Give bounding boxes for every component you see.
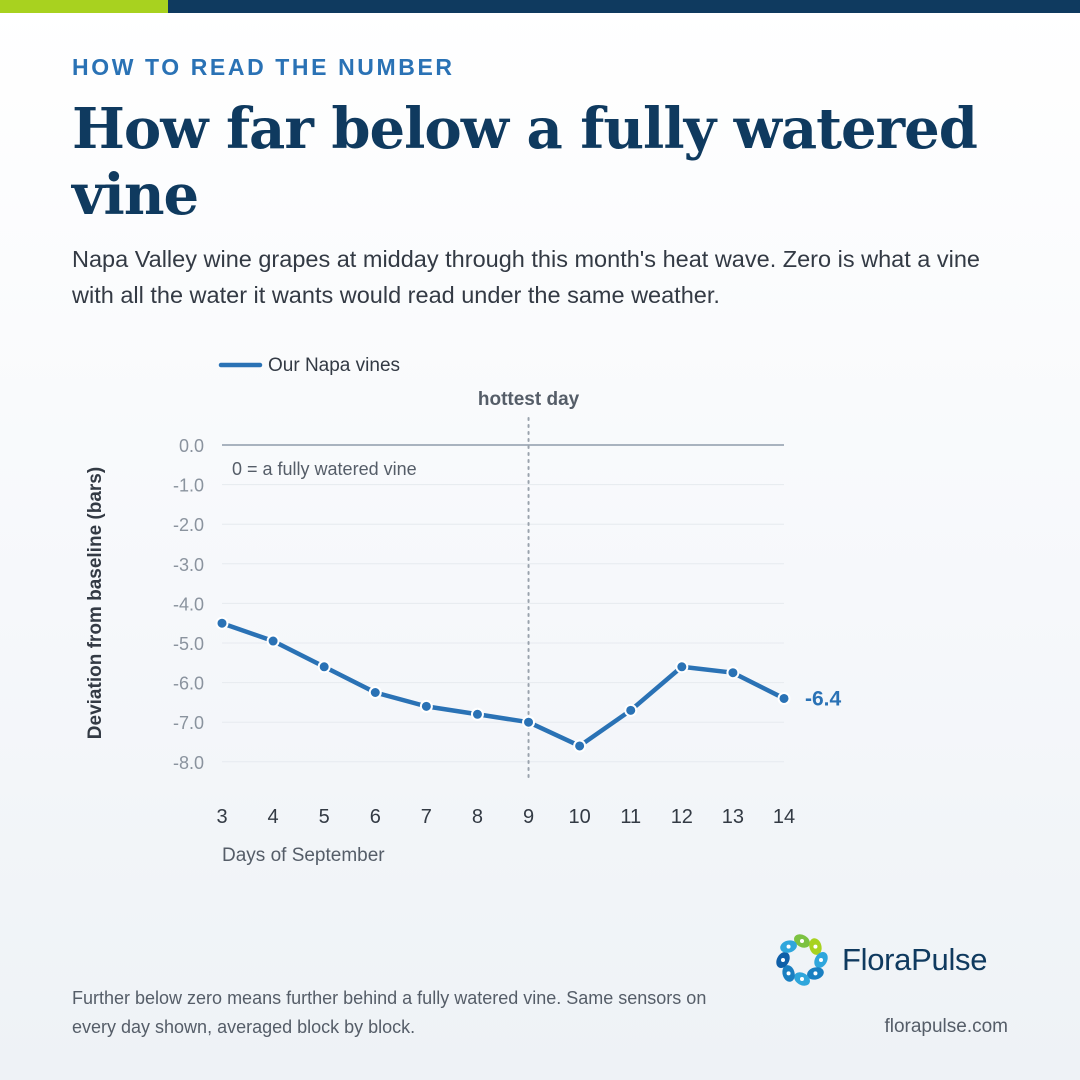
eyebrow: HOW TO READ THE NUMBER bbox=[72, 54, 455, 80]
y-tick-label: -5.0 bbox=[173, 634, 204, 654]
logo-petal-dot bbox=[786, 971, 791, 976]
data-point bbox=[522, 715, 536, 729]
x-tick-label: 5 bbox=[319, 806, 330, 828]
x-tick-label: 3 bbox=[216, 806, 227, 828]
y-tick-label: -2.0 bbox=[173, 515, 204, 535]
x-tick-label: 7 bbox=[421, 806, 432, 828]
y-tick-labels: 0.0 -1.0 -2.0 -3.0 -4.0 -5.0 -6.0 -7.0 -8.0 bbox=[173, 436, 204, 773]
series-napa-vines bbox=[215, 616, 791, 753]
data-point bbox=[726, 666, 740, 680]
x-axis-title: Days of September bbox=[222, 845, 385, 866]
florapulse-logo-icon bbox=[776, 934, 828, 986]
series-line bbox=[219, 620, 787, 749]
subhead: Napa Valley wine grapes at midday throug… bbox=[72, 246, 980, 308]
logo-petal-dot bbox=[786, 944, 791, 949]
chart-legend: Our Napa vines bbox=[218, 355, 400, 376]
y-tick-label: -7.0 bbox=[173, 713, 204, 733]
footnote: Further below zero means further behind … bbox=[72, 988, 707, 1037]
x-tick-label: 10 bbox=[569, 806, 591, 828]
data-point bbox=[777, 691, 791, 705]
logo-petal-dot bbox=[800, 977, 804, 981]
data-point bbox=[675, 660, 689, 674]
logo-petal-dot bbox=[800, 939, 804, 943]
x-tick-label: 4 bbox=[268, 806, 279, 828]
y-tick-label: -1.0 bbox=[173, 476, 204, 496]
data-point bbox=[215, 616, 229, 630]
x-tick-label: 9 bbox=[523, 806, 534, 828]
x-tick-label: 14 bbox=[773, 806, 795, 828]
legend-label: Our Napa vines bbox=[268, 355, 400, 376]
hottest-day-label: hottest day bbox=[478, 389, 580, 410]
data-point bbox=[266, 634, 280, 648]
page-title: How far below a fully watered vine bbox=[72, 96, 978, 228]
x-tick-label: 6 bbox=[370, 806, 381, 828]
logo-petal-dot bbox=[813, 971, 818, 976]
top-bar-accent bbox=[0, 0, 168, 13]
florapulse-logo: FloraPulse bbox=[772, 930, 987, 990]
top-bar-main bbox=[168, 0, 1080, 13]
y-tick-label: -8.0 bbox=[173, 753, 204, 773]
y-axis-title: Deviation from baseline (bars) bbox=[85, 467, 106, 739]
y-tick-label: 0.0 bbox=[179, 436, 204, 456]
end-value-label: -6.4 bbox=[805, 687, 842, 710]
y-tick-label: -3.0 bbox=[173, 555, 204, 575]
logo-petal-dot bbox=[781, 958, 785, 962]
x-tick-labels: 3 4 5 6 7 8 9 10 11 12 13 14 bbox=[216, 806, 795, 828]
top-color-bar bbox=[0, 0, 1080, 13]
logo-petal-dot bbox=[813, 944, 818, 949]
brand-name: FloraPulse bbox=[842, 942, 988, 977]
data-point bbox=[419, 699, 433, 713]
y-tick-label: -6.0 bbox=[173, 674, 204, 694]
data-point bbox=[317, 660, 331, 674]
data-point bbox=[470, 707, 484, 721]
data-point bbox=[624, 703, 638, 717]
site-url: florapulse.com bbox=[884, 1016, 1008, 1037]
data-point bbox=[368, 686, 382, 699]
x-tick-label: 12 bbox=[671, 806, 693, 828]
y-tick-label: -4.0 bbox=[173, 594, 204, 614]
x-tick-label: 8 bbox=[472, 806, 483, 828]
x-tick-label: 13 bbox=[722, 806, 744, 828]
baseline-label: 0 = a fully watered vine bbox=[232, 459, 417, 479]
logo-petal-dot bbox=[819, 958, 823, 962]
data-point bbox=[573, 739, 587, 753]
x-tick-label: 11 bbox=[620, 806, 641, 828]
